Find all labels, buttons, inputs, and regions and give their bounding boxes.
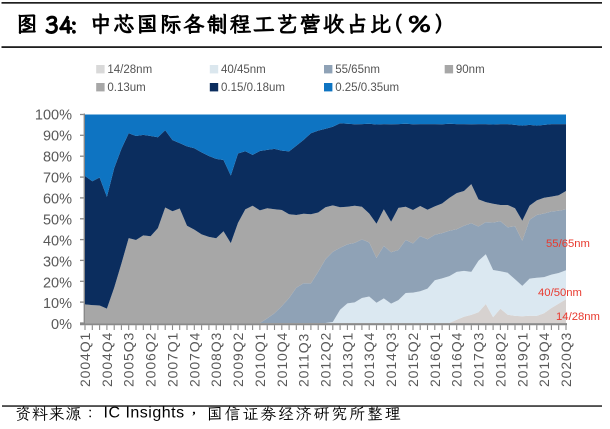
svg-text:2019Q4: 2019Q4 — [536, 332, 552, 387]
svg-text:2017Q3: 2017Q3 — [471, 332, 487, 387]
svg-text:10%: 10% — [43, 296, 72, 312]
svg-text:2005Q3: 2005Q3 — [121, 332, 137, 387]
svg-text:2016Q4: 2016Q4 — [449, 332, 465, 387]
svg-text:0.13um: 0.13um — [107, 82, 145, 94]
svg-text:40%: 40% — [43, 233, 72, 249]
svg-text:2009Q2: 2009Q2 — [230, 332, 246, 387]
svg-text:0.15/0.18um: 0.15/0.18um — [221, 82, 285, 94]
svg-text:2011Q3: 2011Q3 — [296, 333, 312, 387]
svg-text:50%: 50% — [43, 212, 72, 228]
svg-text:2012Q2: 2012Q2 — [318, 332, 334, 387]
svg-text:2019Q1: 2019Q1 — [514, 332, 530, 387]
svg-text:2015Q2: 2015Q2 — [405, 332, 421, 387]
svg-text:2008Q3: 2008Q3 — [208, 332, 224, 387]
svg-text:14/28nm: 14/28nm — [107, 64, 152, 76]
svg-text:2020Q3: 2020Q3 — [558, 332, 574, 387]
svg-text:100%: 100% — [35, 108, 72, 124]
svg-text:2013Q1: 2013Q1 — [339, 332, 355, 387]
svg-text:90nm: 90nm — [456, 64, 485, 76]
svg-text:2004Q4: 2004Q4 — [99, 332, 115, 387]
svg-text:60%: 60% — [43, 192, 72, 208]
svg-text:55/65nm: 55/65nm — [546, 238, 590, 250]
svg-text:0%: 0% — [51, 317, 72, 333]
svg-text:IC Insights: IC Insights — [104, 404, 185, 421]
svg-text:2014Q3: 2014Q3 — [383, 332, 399, 387]
svg-text:2010Q1: 2010Q1 — [252, 332, 268, 387]
svg-text:20%: 20% — [43, 275, 72, 291]
svg-text:14/28nm: 14/28nm — [556, 311, 600, 323]
svg-text:2006Q2: 2006Q2 — [143, 332, 159, 387]
svg-text:55/65nm: 55/65nm — [335, 64, 380, 76]
svg-text:2007Q1: 2007Q1 — [165, 332, 181, 387]
svg-text:2018Q2: 2018Q2 — [492, 332, 508, 387]
svg-text:90%: 90% — [43, 129, 72, 145]
svg-text:2004Q1: 2004Q1 — [77, 332, 93, 387]
svg-text:2010Q4: 2010Q4 — [274, 332, 290, 387]
svg-text:40/50nm: 40/50nm — [538, 287, 582, 299]
svg-text:2007Q4: 2007Q4 — [186, 332, 202, 387]
svg-text:80%: 80% — [43, 150, 72, 166]
svg-text:40/45nm: 40/45nm — [221, 64, 266, 76]
svg-text:70%: 70% — [43, 171, 72, 187]
svg-text:30%: 30% — [43, 254, 72, 270]
svg-text:2016Q1: 2016Q1 — [427, 332, 443, 387]
svg-text:0.25/0.35um: 0.25/0.35um — [335, 82, 399, 94]
svg-text:2013Q4: 2013Q4 — [361, 332, 377, 387]
